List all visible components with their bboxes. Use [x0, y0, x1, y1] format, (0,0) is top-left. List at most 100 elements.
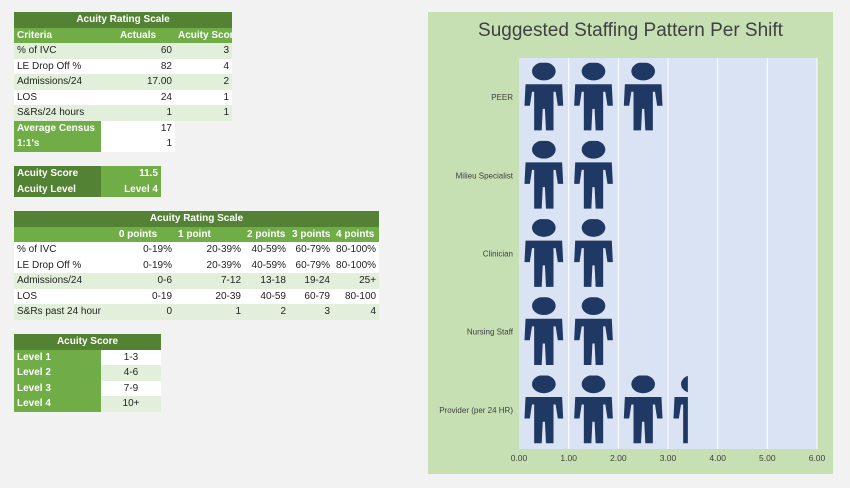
range-cell: 2 [244, 304, 289, 320]
staffing-chart: 0.00 1.00 2.00 3.00 4.00 5.00 6.00 PEER Milieu S… [428, 12, 833, 474]
acuity-level-value: Level 4 [101, 181, 161, 197]
average-census-value[interactable]: 17 [101, 120, 175, 136]
table-row: Admissions/24 0-6 7-12 13-18 19-24 25+ [14, 273, 380, 289]
range-cell: 0-19% [101, 242, 175, 258]
range-cell: 19-24 [289, 273, 333, 289]
level-cell: Level 2 [14, 365, 101, 381]
header-criteria: Criteria [17, 29, 53, 41]
table-row: Average Census 17 [14, 120, 232, 136]
category-label: PEER [491, 93, 513, 102]
table-row: % of IVC 60 3 [14, 43, 233, 59]
acuity-result-table: Acuity Score 11.5 Acuity Level Level 4 [14, 166, 161, 197]
header-0-points: 0 points [118, 228, 158, 240]
range-cell: 80-100% [333, 242, 380, 258]
range-cell: 60-79 [289, 288, 333, 304]
x-tick-label: 3.00 [660, 453, 677, 463]
acuity-scale-table: Acuity Rating Scale 0 points 1 point 2 p… [14, 211, 380, 320]
criteria-cell: Admissions/24 [14, 273, 101, 289]
score-cell: 2 [175, 74, 233, 90]
person-icon [524, 140, 564, 209]
acuity-score-label: Acuity Score [14, 166, 101, 182]
acuity-rating-table: Acuity Rating Scale Criteria Actuals Acu… [14, 12, 233, 152]
range-cell: 40-59% [244, 242, 289, 258]
score-cell: 3 [175, 43, 233, 59]
range-cell: 0-19% [101, 257, 175, 273]
range-cell: 10+ [101, 396, 162, 412]
table-row: LOS 0-19 20-39 40-59 60-79 80-100 [14, 288, 380, 304]
range-cell: 60-79% [289, 257, 333, 273]
table-row: Admissions/24 17.00 2 [14, 74, 233, 90]
range-cell: 40-59 [244, 288, 289, 304]
category-label: Milieu Specialist [456, 171, 514, 180]
range-cell: 7-12 [175, 273, 244, 289]
score-cell: 1 [175, 89, 233, 105]
table-row: Level 3 7-9 [14, 380, 162, 396]
person-icon [524, 375, 564, 444]
person-icon [524, 62, 564, 131]
level-cell: Level 1 [14, 349, 101, 365]
bar [524, 140, 613, 209]
range-cell: 1 [175, 304, 244, 320]
range-cell: 20-39 [175, 288, 244, 304]
table-row: Level 1 1-3 [14, 349, 162, 365]
table-row: LE Drop Off % 82 4 [14, 58, 233, 74]
header-4-points: 4 points [336, 228, 375, 240]
scale-table-title: Acuity Rating Scale [14, 211, 380, 227]
rating-table-title: Acuity Rating Scale [14, 12, 233, 28]
average-census-label: Average Census [14, 120, 101, 136]
header-acuity-score: Acuity Score [178, 29, 233, 41]
one-to-one-value[interactable]: 1 [101, 136, 175, 152]
category-label: Nursing Staff [467, 328, 514, 337]
table-row: S&Rs/24 hours 1 1 [14, 105, 233, 121]
range-cell: 20-39% [175, 257, 244, 273]
person-icon [574, 375, 613, 444]
criteria-cell: S&Rs past 24 hour [14, 304, 101, 320]
range-cell: 0 [101, 304, 175, 320]
actual-cell[interactable]: 17.00 [101, 74, 175, 90]
range-cell: 0-19 [101, 288, 175, 304]
actual-cell[interactable]: 1 [101, 105, 175, 121]
x-tick-label: 0.00 [511, 453, 528, 463]
range-cell: 0-6 [101, 273, 175, 289]
range-cell: 4 [333, 304, 380, 320]
rating-table-header-row: Criteria Actuals Acuity Score [14, 27, 233, 43]
table-row: Level 4 10+ [14, 396, 162, 412]
criteria-cell: S&Rs/24 hours [14, 105, 101, 121]
scale-table-header-row: 0 points 1 point 2 points 3 points 4 poi… [14, 226, 380, 243]
x-tick-label: 1.00 [560, 453, 577, 463]
header-3-points: 3 points [292, 228, 331, 240]
bar [524, 219, 613, 287]
bar [524, 297, 613, 366]
range-cell: 13-18 [244, 273, 289, 289]
level-cell: Level 3 [14, 380, 101, 396]
level-cell: Level 4 [14, 396, 101, 412]
person-icon [524, 297, 564, 366]
person-icon [524, 219, 564, 287]
header-1-point: 1 point [178, 228, 211, 240]
x-tick-label: 4.00 [709, 453, 726, 463]
criteria-cell: LE Drop Off % [14, 58, 101, 74]
table-row: Level 2 4-6 [14, 365, 162, 381]
chart-title: Suggested Staffing Pattern Per Shift [478, 20, 783, 41]
score-cell: 1 [175, 105, 233, 121]
actual-cell[interactable]: 82 [101, 58, 175, 74]
actual-cell[interactable]: 24 [101, 89, 175, 105]
header-blank [14, 227, 101, 243]
acuity-score-table: Acuity Score Level 1 1-3 Level 2 4-6 Lev… [14, 334, 162, 412]
criteria-cell: % of IVC [14, 242, 101, 258]
criteria-cell: Admissions/24 [14, 74, 101, 90]
criteria-cell: % of IVC [14, 43, 101, 59]
acuity-score-value: 11.5 [101, 166, 161, 182]
table-row: S&Rs past 24 hour 0 1 2 3 4 [14, 304, 380, 320]
table-row: LE Drop Off % 0-19% 20-39% 40-59% 60-79%… [14, 257, 380, 273]
range-cell: 60-79% [289, 242, 333, 258]
header-actuals: Actuals [119, 29, 157, 41]
x-tick-label: 5.00 [759, 453, 776, 463]
actual-cell[interactable]: 60 [101, 43, 175, 59]
range-cell: 20-39% [175, 242, 244, 258]
score-table-title: Acuity Score [14, 334, 162, 350]
table-row: LOS 24 1 [14, 89, 233, 105]
criteria-cell: LOS [14, 288, 101, 304]
range-cell: 1-3 [101, 349, 162, 365]
table-row: 1:1's 1 [14, 136, 232, 152]
